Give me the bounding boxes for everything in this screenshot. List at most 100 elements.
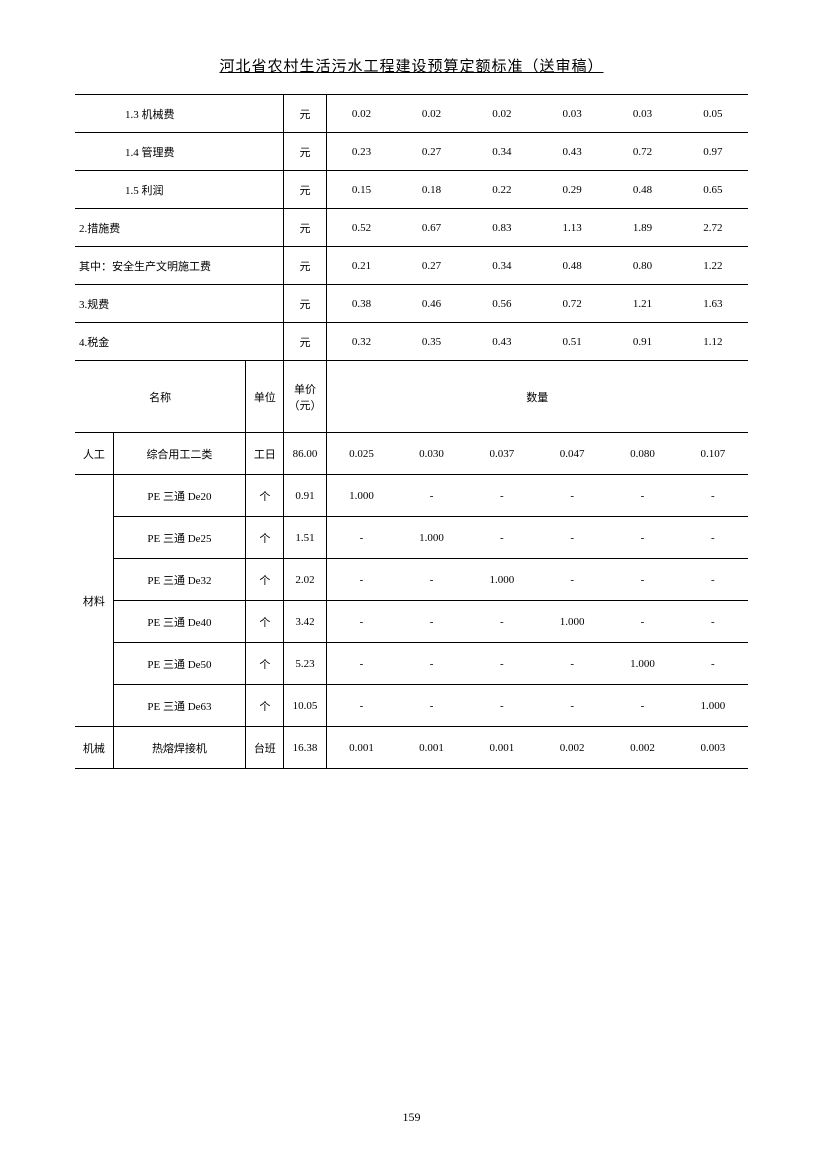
item-price: 10.05 [284, 685, 326, 727]
row-value: 0.03 [607, 95, 677, 133]
item-unit: 个 [246, 685, 284, 727]
item-name: PE 三通 De20 [113, 475, 246, 517]
row-value: 0.72 [537, 285, 607, 323]
item-price: 5.23 [284, 643, 326, 685]
item-value: - [326, 685, 396, 727]
item-value: 0.080 [607, 433, 677, 475]
item-value: - [607, 685, 677, 727]
item-value: - [537, 643, 607, 685]
row-value: 0.56 [467, 285, 537, 323]
item-value: - [678, 559, 748, 601]
item-value: 1.000 [607, 643, 677, 685]
item-value: - [607, 559, 677, 601]
page-title: 河北省农村生活污水工程建设预算定额标准（送审稿） [75, 55, 748, 76]
item-value: - [537, 559, 607, 601]
row-value: 0.03 [537, 95, 607, 133]
row-value: 0.29 [537, 171, 607, 209]
item-value: - [537, 517, 607, 559]
row-value: 1.22 [678, 247, 748, 285]
row-value: 0.02 [467, 95, 537, 133]
row-label: 4.税金 [75, 323, 284, 361]
row-value: 0.43 [537, 133, 607, 171]
row-label: 2.措施费 [75, 209, 284, 247]
item-value: 0.001 [326, 727, 396, 769]
item-unit: 个 [246, 475, 284, 517]
item-value: - [326, 601, 396, 643]
row-value: 0.02 [326, 95, 396, 133]
row-value: 0.38 [326, 285, 396, 323]
item-unit: 个 [246, 559, 284, 601]
row-value: 0.51 [537, 323, 607, 361]
item-value: - [467, 517, 537, 559]
item-value: 0.037 [467, 433, 537, 475]
row-value: 1.12 [678, 323, 748, 361]
row-value: 0.72 [607, 133, 677, 171]
row-value: 0.48 [537, 247, 607, 285]
row-value: 1.89 [607, 209, 677, 247]
category-cell: 材料 [75, 475, 113, 727]
item-value: - [467, 685, 537, 727]
row-value: 0.34 [467, 247, 537, 285]
item-value: - [678, 517, 748, 559]
row-value: 0.48 [607, 171, 677, 209]
row-value: 0.80 [607, 247, 677, 285]
row-value: 0.21 [326, 247, 396, 285]
row-value: 0.27 [396, 133, 466, 171]
row-value: 0.15 [326, 171, 396, 209]
item-name: PE 三通 De25 [113, 517, 246, 559]
row-value: 0.43 [467, 323, 537, 361]
col-unit: 单位 [246, 361, 284, 433]
item-value: 1.000 [467, 559, 537, 601]
item-value: 0.107 [678, 433, 748, 475]
item-unit: 个 [246, 517, 284, 559]
col-qty: 数量 [326, 361, 748, 433]
row-value: 0.22 [467, 171, 537, 209]
item-value: 1.000 [678, 685, 748, 727]
row-unit: 元 [284, 247, 326, 285]
row-value: 1.63 [678, 285, 748, 323]
item-value: - [326, 643, 396, 685]
row-value: 0.35 [396, 323, 466, 361]
item-name: PE 三通 De50 [113, 643, 246, 685]
category-cell: 人工 [75, 433, 113, 475]
item-value: - [326, 517, 396, 559]
item-unit: 工日 [246, 433, 284, 475]
row-value: 0.52 [326, 209, 396, 247]
item-value: - [607, 475, 677, 517]
col-price: 单价（元） [284, 361, 326, 433]
item-price: 0.91 [284, 475, 326, 517]
row-value: 0.02 [396, 95, 466, 133]
item-value: - [607, 601, 677, 643]
row-value: 0.67 [396, 209, 466, 247]
item-value: 0.002 [607, 727, 677, 769]
item-value: - [396, 475, 466, 517]
item-value: 1.000 [537, 601, 607, 643]
row-value: 0.18 [396, 171, 466, 209]
row-unit: 元 [284, 95, 326, 133]
row-value: 0.34 [467, 133, 537, 171]
budget-table: 1.3 机械费元0.020.020.020.030.030.051.4 管理费元… [75, 94, 748, 769]
item-unit: 个 [246, 601, 284, 643]
item-value: - [396, 643, 466, 685]
item-name: PE 三通 De40 [113, 601, 246, 643]
item-value: - [396, 559, 466, 601]
item-price: 16.38 [284, 727, 326, 769]
item-value: - [326, 559, 396, 601]
row-label: 1.4 管理费 [75, 133, 284, 171]
item-value: - [537, 475, 607, 517]
row-value: 0.91 [607, 323, 677, 361]
item-value: 0.047 [537, 433, 607, 475]
item-name: 综合用工二类 [113, 433, 246, 475]
row-unit: 元 [284, 171, 326, 209]
item-price: 1.51 [284, 517, 326, 559]
item-name: PE 三通 De63 [113, 685, 246, 727]
row-label: 1.3 机械费 [75, 95, 284, 133]
item-name: PE 三通 De32 [113, 559, 246, 601]
item-value: 0.002 [537, 727, 607, 769]
item-value: - [537, 685, 607, 727]
item-price: 2.02 [284, 559, 326, 601]
item-value: 0.030 [396, 433, 466, 475]
row-label: 3.规费 [75, 285, 284, 323]
category-cell: 机械 [75, 727, 113, 769]
row-value: 0.23 [326, 133, 396, 171]
